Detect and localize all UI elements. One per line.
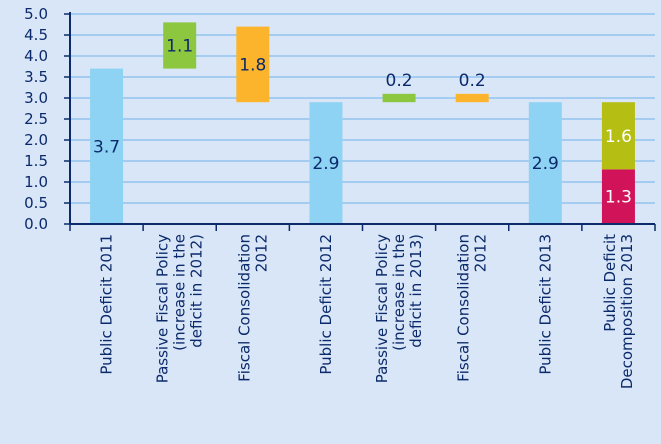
data-label: 2.9 [532,154,559,174]
category-label-line: Fiscal Consolidation [455,234,473,382]
bar [236,26,270,103]
data-label: 2.9 [312,154,339,174]
category-labels: Public Deficit 2011 Passive Fiscal Policy… [98,234,636,389]
data-labels: 3.7 1.1 1.8 2.9 0.2 0.2 2.9 1.3 1.6 [93,37,632,208]
y-tick-label: 2.5 [24,110,48,128]
data-label: 1.6 [605,127,632,147]
y-tick-label: 4.0 [24,47,48,65]
y-tick-label: 0.5 [24,194,48,212]
category-label: Passive Fiscal Policy (increase in the def… [154,234,206,383]
category-label-line: Public Deficit [601,234,619,332]
data-label: 0.2 [459,71,486,91]
category-label-line: Decomposition 2013 [618,234,636,389]
data-label: 0.2 [386,71,413,91]
data-label: 3.7 [93,137,120,157]
y-tick-label: 1.0 [24,173,48,191]
y-tick-label: 4.5 [24,26,48,44]
category-label-line: Passive Fiscal Policy [154,234,172,383]
y-axis-ticks: 0.0 0.5 1.0 1.5 2.0 2.5 3.0 3.5 4.0 4.5 5.0 [24,5,70,233]
bars [90,22,635,224]
category-label-line: (increase in the [171,234,189,351]
category-label: Fiscal Consolidation 2012 [455,234,490,382]
category-label: Public Deficit 2012 [317,234,335,375]
category-label: Passive Fiscal Policy (increase in the def… [373,234,425,383]
y-tick-label: 0.0 [24,215,48,233]
y-tick-label: 3.5 [24,68,48,86]
axes [69,12,656,231]
bar [455,93,489,103]
gridlines [70,13,655,225]
category-label: Public Deficit 2011 [98,234,116,375]
bar [90,68,124,224]
data-label: 1.1 [166,37,193,57]
bar [601,169,635,224]
y-tick-label: 2.0 [24,131,48,149]
bar [601,102,635,170]
category-label: Public Deficit Decomposition 2013 [601,234,636,389]
category-label: Fiscal Consolidation 2012 [235,234,270,382]
bar [528,102,562,224]
data-label: 1.8 [239,55,266,75]
category-label-line: Public Deficit 2013 [536,234,554,375]
bar [163,22,197,69]
category-label-line: deficit in 2012) [188,234,206,348]
y-tick-label: 5.0 [24,5,48,23]
category-label-line: 2012 [472,234,490,272]
y-tick-label: 3.0 [24,89,48,107]
category-label: Public Deficit 2013 [536,234,554,375]
category-label-line: Public Deficit 2011 [98,234,116,375]
y-tick-label: 1.5 [24,152,48,170]
category-label-line: Passive Fiscal Policy [373,234,391,383]
data-label: 1.3 [605,188,632,208]
category-label-line: deficit in 2013) [407,234,425,348]
category-label-line: (increase in the [390,234,408,351]
bar [382,93,416,103]
bar [309,102,343,224]
category-label-line: Public Deficit 2012 [317,234,335,375]
category-label-line: 2012 [252,234,270,272]
category-label-line: Fiscal Consolidation [235,234,253,382]
